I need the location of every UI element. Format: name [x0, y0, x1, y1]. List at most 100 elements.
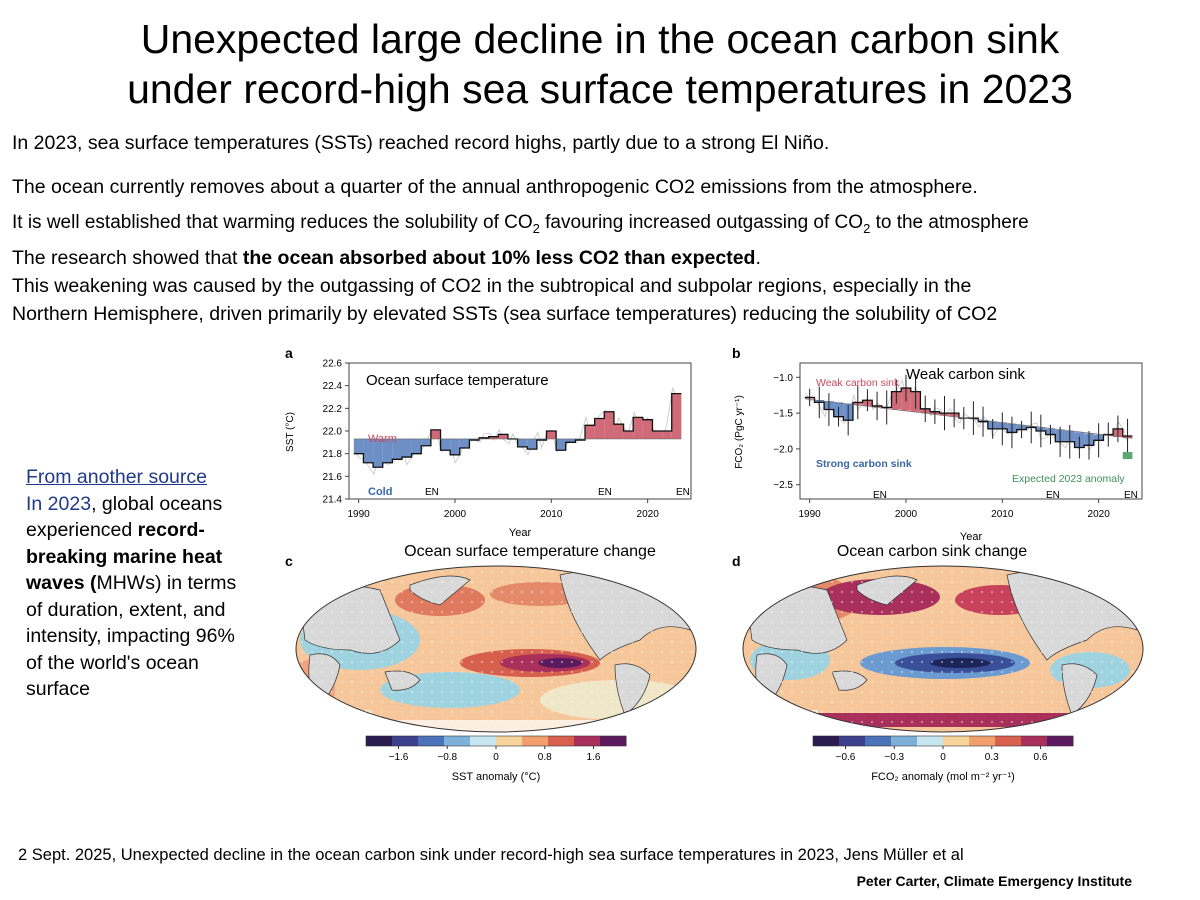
source-link[interactable]: From another source [26, 466, 207, 488]
xtick-label: 2020 [1088, 509, 1111, 520]
annual-bar-2000 [450, 438, 460, 455]
annual-bar-2018 [1074, 432, 1085, 448]
annual-bar-1992 [824, 401, 834, 410]
annual-bar-1997 [872, 405, 882, 408]
colorbar-swatch [470, 736, 497, 746]
colorbar-swatch [917, 736, 944, 746]
annual-bar-2007 [517, 438, 528, 447]
annual-bar-1991 [363, 438, 374, 463]
en-label-a3: EN [676, 487, 690, 498]
colorbar-swatch [496, 736, 523, 746]
expected-2023-marker [1122, 452, 1133, 460]
annual-bar-1992 [373, 438, 383, 468]
annual-bar-1993 [382, 438, 393, 463]
xtick-label: 2020 [637, 509, 660, 520]
page-title: Unexpected large decline in the ocean ca… [0, 14, 1200, 114]
colorbar-tick-label: 0.6 [1034, 752, 1048, 763]
annual-bar-2012 [1016, 425, 1027, 430]
panel-a-frame [348, 362, 692, 500]
annual-bar-1996 [411, 438, 422, 454]
title-line-1: Unexpected large decline in the ocean ca… [140, 16, 1060, 62]
annual-bar-2004 [939, 413, 950, 416]
ytick-label: −1.5 [773, 409, 793, 420]
colorbar-tick-label: −0.3 [884, 752, 904, 763]
annual-bar-1991 [814, 399, 825, 403]
annual-bar-2019 [1084, 433, 1094, 446]
colorbar-swatch [392, 736, 419, 746]
colorbar-swatch [574, 736, 601, 746]
panel-c-overlay: acific Ocean [300, 705, 372, 720]
intro-line-6: Northern Hemisphere, driven primarily by… [12, 303, 998, 325]
en-label-b1: EN [873, 490, 887, 501]
panel-b-frame [799, 362, 1143, 500]
annual-bar-2008 [978, 420, 988, 422]
cold-label: Cold [368, 486, 392, 498]
annual-step-line [804, 387, 1133, 449]
annual-bar-2020 [1093, 434, 1104, 441]
panel-c-colorbar-label: SST anomaly (°C) [452, 771, 541, 783]
xtick-label: 1990 [348, 509, 371, 520]
annual-bar-2022 [1113, 428, 1123, 437]
colorbar-swatch [522, 736, 549, 746]
annual-bar-2002 [920, 408, 931, 414]
en-label-b3: EN [1124, 490, 1138, 501]
intro-line-1: In 2023, sea surface temperatures (SSTs)… [12, 132, 830, 154]
annual-bar-1999 [891, 391, 902, 410]
annual-bar-2015 [1045, 428, 1056, 435]
intro-line-2: The ocean currently removes about a quar… [12, 176, 978, 198]
trend-baseline [804, 398, 1133, 439]
panel-a-letter: a [285, 345, 293, 361]
ytick-label: 21.6 [323, 472, 343, 483]
ytick-label: 22.6 [323, 359, 343, 370]
annual-bar-2022 [662, 431, 672, 439]
annual-bar-2023 [671, 393, 682, 439]
colorbar-swatch [444, 736, 471, 746]
strong-sink-label: Strong carbon sink [816, 458, 912, 470]
en-label-a2: EN [598, 487, 612, 498]
annual-bar-2005 [949, 413, 959, 417]
panel-c-letter: c [285, 553, 293, 569]
panel-b-ylabel: FCO₂ (PgC yr⁻¹) [734, 395, 745, 469]
colorbar-swatch [813, 736, 840, 746]
annual-bar-2013 [575, 438, 586, 441]
ytick-label: 22.2 [323, 404, 343, 415]
colorbar-tick-label: 0.8 [538, 752, 552, 763]
annual-bar-2009 [987, 421, 998, 429]
ytick-label: 22.0 [323, 427, 343, 438]
colorbar-tick-label: 0 [940, 752, 946, 763]
monthly-series-line [354, 387, 678, 476]
ytick-label: −1.0 [773, 373, 793, 384]
annual-bar-1999 [440, 438, 451, 451]
annual-bar-2016 [604, 411, 614, 439]
ytick-label: 22.4 [323, 381, 343, 392]
panel-d-title: Ocean carbon sink change [837, 543, 1027, 560]
weak-sink-label: Weak carbon sink [816, 377, 900, 389]
annual-bar-1994 [392, 438, 402, 460]
annual-bar-1998 [881, 407, 892, 409]
colorbar-swatch [943, 736, 970, 746]
colorbar-frame [365, 735, 627, 747]
panel-b-letter: b [732, 345, 741, 361]
annual-bar-2014 [585, 425, 595, 439]
annual-bar-1994 [843, 403, 853, 421]
panel-d-overlay: acific Ocean [747, 705, 819, 720]
expected-anomaly-label: Expected 2023 anomaly [1012, 473, 1125, 485]
annual-bar-2007 [968, 418, 979, 420]
colorbar-swatch [1047, 736, 1074, 746]
xtick-label: 2000 [444, 509, 467, 520]
colorbar-swatch [969, 736, 996, 746]
annual-bar-1997 [421, 438, 431, 446]
colorbar-tick-label: 1.6 [587, 752, 601, 763]
en-label-b2: EN [1046, 490, 1060, 501]
intro-line-3: It is well established that warming redu… [12, 212, 1029, 236]
annual-bar-2001 [459, 438, 470, 448]
annual-bar-1993 [833, 402, 844, 417]
annual-bar-1995 [852, 402, 863, 405]
colorbar-swatch [600, 736, 627, 746]
annual-bar-2011 [556, 438, 566, 451]
xtick-label: 1990 [799, 509, 822, 520]
xtick-label: 2000 [895, 509, 918, 520]
annual-bar-2008 [527, 438, 537, 450]
title-line-2: under record-high sea surface temperatur… [127, 66, 1073, 112]
annual-bar-2019 [633, 417, 643, 439]
